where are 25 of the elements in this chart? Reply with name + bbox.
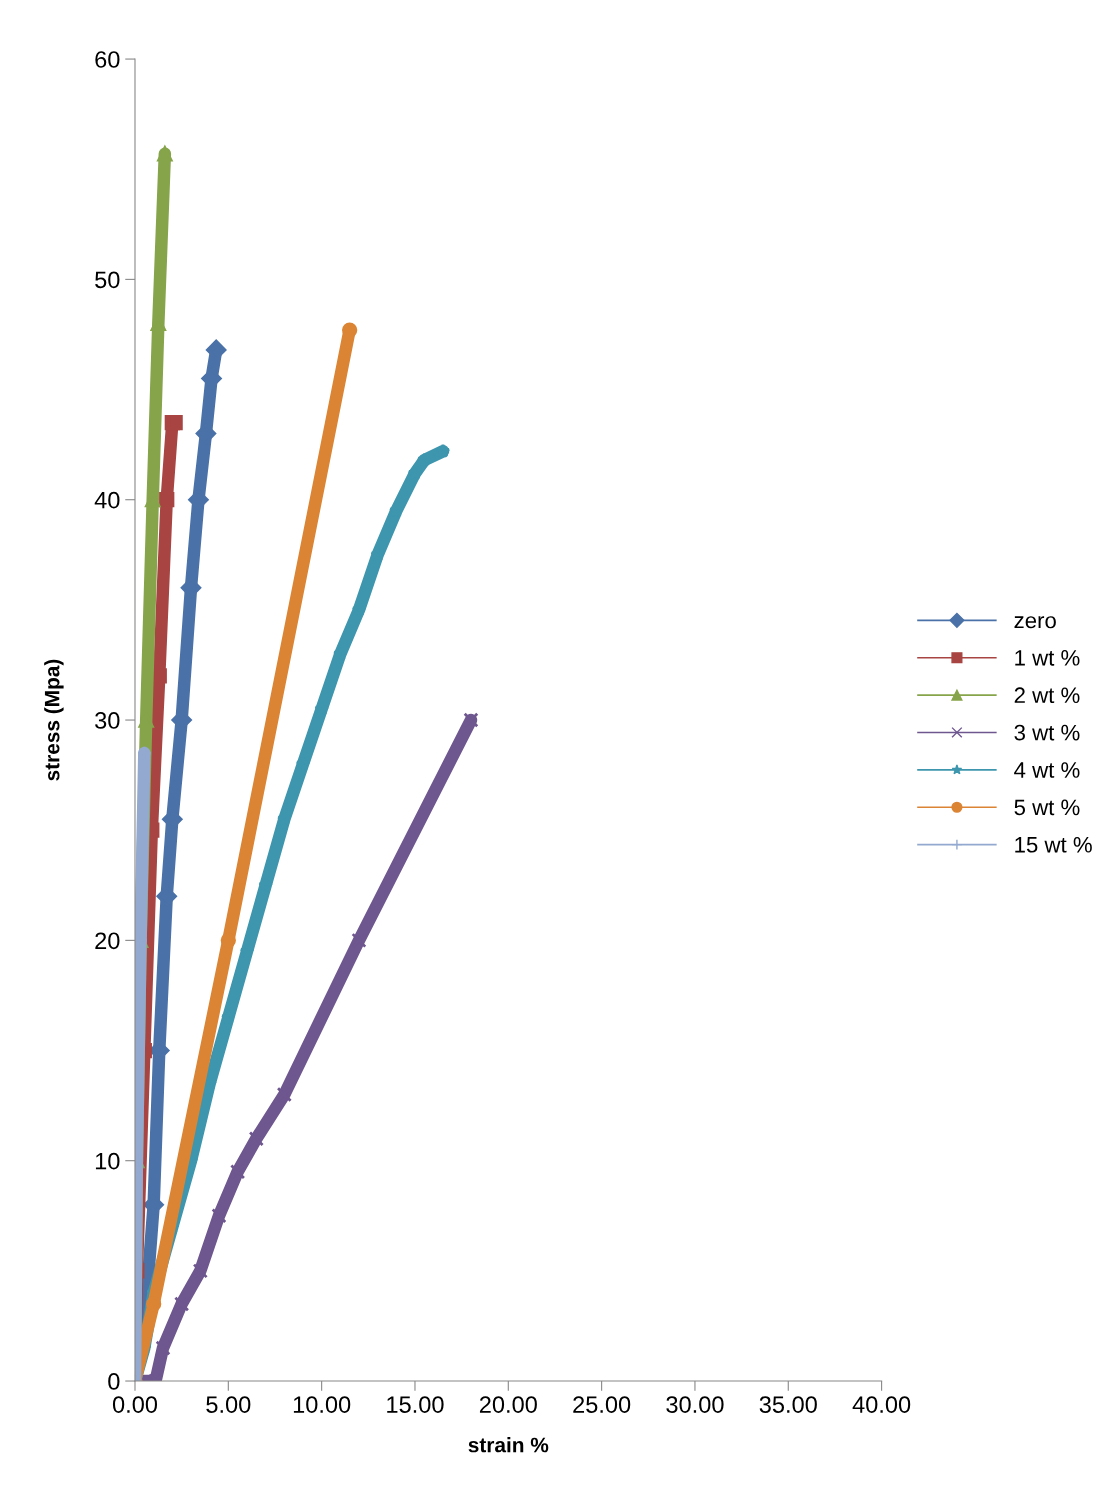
legend-label: 1 wt % (1015, 650, 1080, 666)
y-tick-label: 30 (95, 712, 120, 729)
legend-label: 15 wt % (1015, 836, 1092, 853)
x-tick-label: 0.00 (112, 1396, 158, 1413)
y-tick-label: 20 (95, 932, 120, 950)
legend-label: 5 wt % (1014, 799, 1080, 816)
y-tick-label: 40 (94, 491, 120, 509)
y-tick-label: 50 (95, 271, 120, 289)
legend-label: zero (1014, 616, 1056, 629)
x-tick-label: 25.00 (573, 1396, 631, 1413)
x-tick-label: 15.00 (387, 1396, 444, 1413)
x-tick-label: 35.00 (759, 1396, 817, 1413)
x-axis-title: strain % (468, 1437, 549, 1453)
legend-label: 3 wt % (1014, 724, 1080, 741)
x-tick-label: 30.00 (666, 1396, 724, 1413)
y-tick-label: 10 (95, 1152, 120, 1170)
x-tick-label: 20.00 (479, 1396, 537, 1413)
x-tick-label: 10.00 (293, 1396, 351, 1413)
legend-label: 2 wt % (1014, 687, 1080, 704)
y-tick-label: 0 (108, 1373, 120, 1390)
y-tick-label: 60 (95, 51, 120, 68)
y-axis-title: stress (Mpa) (44, 659, 64, 781)
x-tick-label: 5.00 (206, 1396, 251, 1413)
legend-label: 4 wt % (1014, 762, 1080, 778)
x-tick-label: 40.00 (852, 1396, 911, 1413)
